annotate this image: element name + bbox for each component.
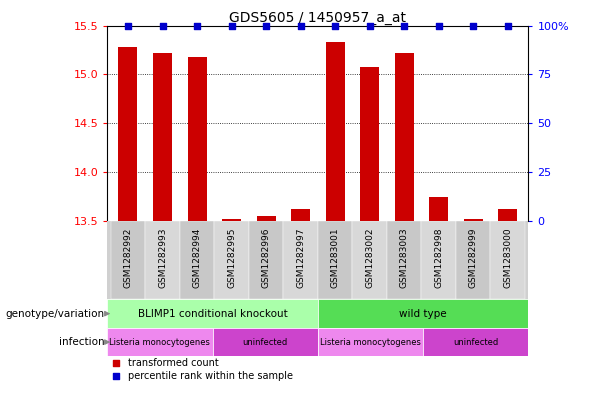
Bar [326, 42, 345, 221]
Text: GSM1282996: GSM1282996 [262, 228, 270, 288]
Bar [291, 209, 310, 221]
Point [399, 22, 409, 29]
Point [295, 22, 305, 29]
Bar [249, 221, 283, 299]
Bar [429, 197, 448, 221]
Text: GSM1282999: GSM1282999 [469, 228, 478, 288]
Bar [153, 53, 172, 221]
Text: GSM1282998: GSM1282998 [434, 228, 443, 288]
Point [227, 22, 237, 29]
Bar [222, 219, 241, 221]
Bar [490, 221, 525, 299]
Text: GSM1282997: GSM1282997 [296, 228, 305, 288]
Bar [421, 221, 456, 299]
Bar [111, 221, 145, 299]
Bar [213, 328, 318, 356]
Bar [318, 328, 423, 356]
Text: GSM1283000: GSM1283000 [503, 228, 512, 288]
Text: transformed count: transformed count [128, 358, 219, 367]
Point [468, 22, 478, 29]
Bar [215, 221, 249, 299]
Text: Listeria monocytogenes: Listeria monocytogenes [110, 338, 210, 347]
Text: wild type: wild type [399, 309, 447, 319]
Text: Listeria monocytogenes: Listeria monocytogenes [320, 338, 421, 347]
Bar [283, 221, 318, 299]
Bar [395, 53, 414, 221]
Point [330, 22, 340, 29]
Point [111, 373, 121, 379]
Bar [318, 221, 352, 299]
Text: GSM1283003: GSM1283003 [400, 228, 409, 288]
Text: GSM1282993: GSM1282993 [158, 228, 167, 288]
Bar [180, 221, 215, 299]
Bar [188, 57, 207, 221]
Bar [118, 47, 137, 221]
Bar [107, 299, 318, 328]
Text: GSM1282992: GSM1282992 [123, 228, 132, 288]
Point [261, 22, 271, 29]
Point [158, 22, 167, 29]
Text: percentile rank within the sample: percentile rank within the sample [128, 371, 294, 381]
Text: GSM1283002: GSM1283002 [365, 228, 374, 288]
Bar [360, 67, 379, 221]
Point [434, 22, 444, 29]
Bar [145, 221, 180, 299]
Text: uninfected: uninfected [453, 338, 498, 347]
Text: genotype/variation: genotype/variation [5, 309, 104, 319]
Point [111, 359, 121, 365]
Text: GSM1282994: GSM1282994 [192, 228, 202, 288]
Bar [387, 221, 421, 299]
Text: GSM1283001: GSM1283001 [330, 228, 340, 288]
Point [365, 22, 375, 29]
Bar [107, 328, 213, 356]
Text: GSM1282995: GSM1282995 [227, 228, 236, 288]
Bar [463, 219, 482, 221]
Point [123, 22, 133, 29]
Point [503, 22, 512, 29]
Text: infection: infection [59, 337, 104, 347]
Text: BLIMP1 conditional knockout: BLIMP1 conditional knockout [138, 309, 287, 319]
Bar [456, 221, 490, 299]
Bar [352, 221, 387, 299]
Text: uninfected: uninfected [243, 338, 288, 347]
Bar [423, 328, 528, 356]
Title: GDS5605 / 1450957_a_at: GDS5605 / 1450957_a_at [229, 11, 406, 24]
Bar [498, 209, 517, 221]
Point [192, 22, 202, 29]
Bar [257, 216, 276, 221]
Bar [318, 299, 528, 328]
